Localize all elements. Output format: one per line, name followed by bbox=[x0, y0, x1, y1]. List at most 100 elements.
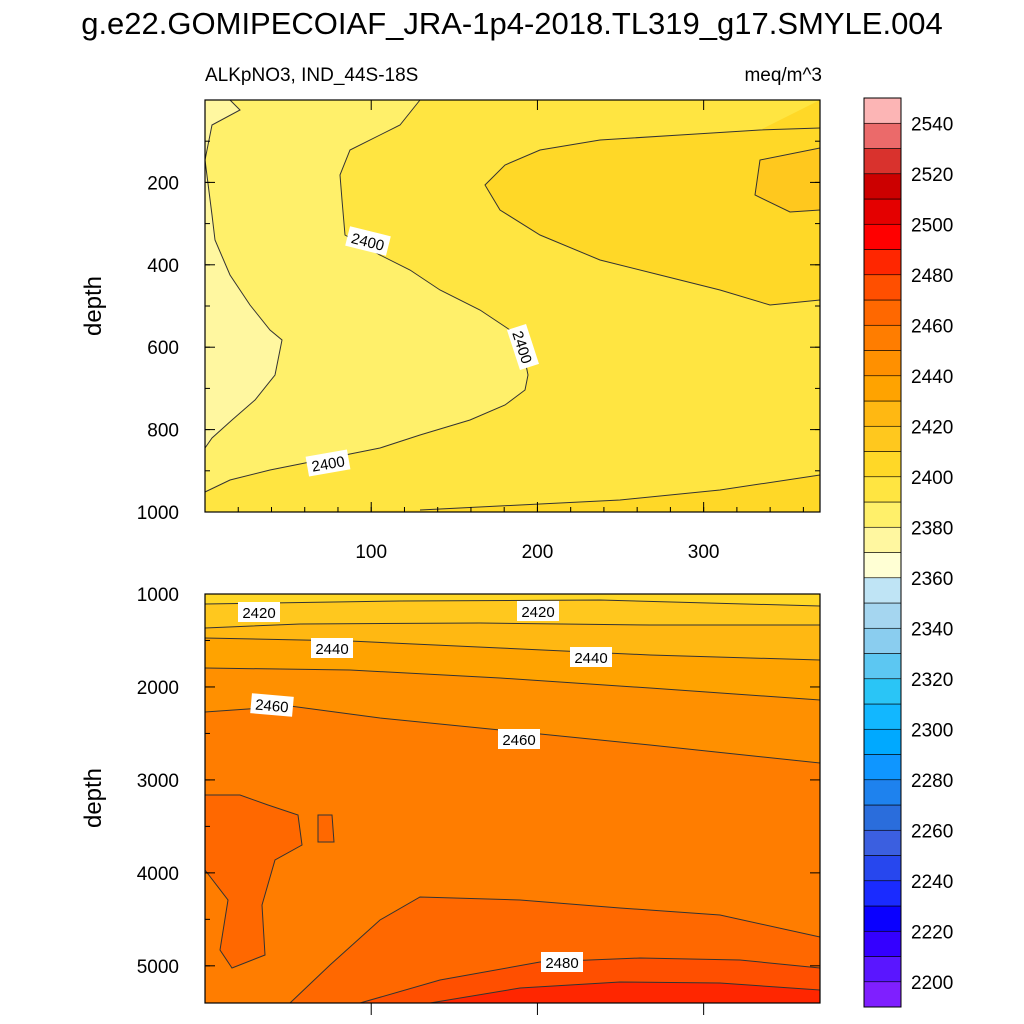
colorbar-label: 2540 bbox=[911, 114, 953, 135]
lower-contour-2430 bbox=[204, 637, 821, 661]
colorbar: 2200 2220 2240 2260 2280 2300 2320 2340 2360 2380… bbox=[863, 97, 953, 1008]
lower-contour-2410 bbox=[204, 599, 821, 607]
contour-label-box bbox=[250, 693, 294, 717]
lower-contour-label: 2480 bbox=[541, 952, 583, 972]
colorbar-swatch bbox=[863, 653, 902, 680]
upper-y-tick-label: 1000 bbox=[137, 503, 179, 524]
colorbar-label: 2360 bbox=[911, 569, 953, 590]
upper-contour-label: 2400 bbox=[345, 226, 391, 256]
contour-label-box bbox=[517, 601, 559, 621]
lower-contour-label: 2460 bbox=[250, 693, 294, 717]
upper-fill-2380 bbox=[205, 100, 282, 448]
colorbar-swatch bbox=[863, 476, 902, 503]
colorbar-swatch bbox=[863, 930, 902, 957]
colorbar-swatch bbox=[863, 981, 902, 1008]
lower-contour-2460-west bbox=[204, 794, 303, 969]
lower-y-tick-label: 1000 bbox=[137, 585, 179, 606]
colorbar-swatch bbox=[863, 173, 902, 200]
colorbar-label: 2420 bbox=[911, 417, 953, 438]
lower-y-tick-label: 3000 bbox=[137, 771, 179, 792]
lower-axes: 1000 2000 3000 4000 5000 bbox=[137, 585, 820, 1015]
chart-units: meq/m^3 bbox=[744, 65, 822, 86]
colorbar-label: 2220 bbox=[911, 922, 953, 943]
lower-contour-2460-deep bbox=[289, 896, 821, 1004]
colorbar-swatch bbox=[863, 324, 902, 351]
contour-label-box bbox=[311, 638, 353, 658]
lower-y-tick-label: 2000 bbox=[137, 678, 179, 699]
colorbar-swatch bbox=[863, 249, 902, 276]
colorbar-swatch bbox=[863, 728, 902, 755]
colorbar-swatch bbox=[863, 956, 902, 983]
lower-y-tick-label: 5000 bbox=[137, 957, 179, 978]
colorbar-swatch bbox=[863, 223, 902, 250]
lower-contour-label: 2440 bbox=[311, 638, 353, 658]
upper-y-tick-label: 600 bbox=[147, 338, 179, 359]
colorbar-swatch bbox=[863, 350, 902, 377]
lower-contour-2460-blob bbox=[317, 814, 335, 843]
lower-contour-lines bbox=[204, 599, 821, 1004]
colorbar-swatch bbox=[863, 905, 902, 932]
upper-contour-2410 bbox=[484, 127, 821, 306]
colorbar-swatch bbox=[863, 274, 902, 301]
colorbar-swatch bbox=[863, 552, 902, 579]
upper-contour-label: 2400 bbox=[305, 449, 351, 477]
contour-label-box bbox=[570, 647, 612, 667]
contour-label-text: 2480 bbox=[545, 955, 578, 972]
contour-label-text: 2460 bbox=[255, 697, 290, 717]
contour-label-box bbox=[541, 952, 583, 972]
lower-fill-2490 bbox=[430, 982, 820, 1003]
colorbar-swatch bbox=[863, 526, 902, 553]
chart-subtitle: ALKpNO3, IND_44S-18S bbox=[205, 65, 418, 86]
colorbar-swatch bbox=[863, 375, 902, 402]
colorbar-swatch bbox=[863, 148, 902, 175]
colorbar-label: 2460 bbox=[911, 316, 953, 337]
colorbar-swatch bbox=[863, 400, 902, 427]
upper-y-tick-label: 200 bbox=[147, 173, 179, 194]
lower-contour-label: 2420 bbox=[238, 602, 280, 622]
colorbar-swatch bbox=[863, 425, 902, 452]
colorbar-frame bbox=[863, 97, 902, 1008]
lower-y-axis-title: depth bbox=[80, 768, 107, 828]
colorbar-swatch bbox=[863, 451, 902, 478]
colorbar-swatch bbox=[863, 627, 902, 654]
contour-label-box bbox=[345, 226, 391, 256]
contour-label-text: 2460 bbox=[502, 732, 535, 749]
colorbar-label: 2480 bbox=[911, 266, 953, 287]
colorbar-label: 2200 bbox=[911, 973, 953, 994]
lower-plot-area bbox=[204, 593, 821, 1004]
colorbar-swatch bbox=[863, 602, 902, 629]
colorbar-label: 2500 bbox=[911, 215, 953, 236]
lower-contour-label: 2440 bbox=[570, 647, 612, 667]
upper-x-tick-label: 100 bbox=[355, 542, 387, 563]
colorbar-label: 2260 bbox=[911, 821, 953, 842]
chart-title: g.e22.GOMIPECOIAF_JRA-1p4-2018.TL319_g17… bbox=[81, 6, 943, 41]
contour-label-box bbox=[305, 449, 351, 477]
colorbar-swatch bbox=[863, 678, 902, 705]
lower-contour-2470 bbox=[359, 957, 821, 1004]
upper-y-tick-label: 400 bbox=[147, 256, 179, 277]
colorbar-label: 2380 bbox=[911, 518, 953, 539]
contour-label-text: 2420 bbox=[242, 605, 275, 622]
upper-fill-2410-deep bbox=[205, 475, 820, 512]
colorbar-label: 2520 bbox=[911, 165, 953, 186]
lower-plot-frame bbox=[204, 593, 821, 1004]
lower-contour-label: 2460 bbox=[498, 729, 540, 749]
colorbar-swatch bbox=[863, 880, 902, 907]
contour-label-text: 2440 bbox=[315, 641, 348, 658]
colorbar-label: 2340 bbox=[911, 619, 953, 640]
colorbar-swatch bbox=[863, 855, 902, 882]
contour-label-text: 2420 bbox=[521, 604, 554, 621]
colorbar-label: 2440 bbox=[911, 367, 953, 388]
lower-contour-2480 bbox=[429, 981, 821, 1004]
upper-contour-2390 bbox=[204, 99, 283, 449]
colorbar-swatch bbox=[863, 754, 902, 781]
lower-panel: 1000 2000 3000 4000 5000 2420 2420 2440 2440 246… bbox=[80, 585, 821, 1015]
upper-y-tick-label: 800 bbox=[147, 421, 179, 442]
colorbar-label: 2300 bbox=[911, 720, 953, 741]
colorbar-swatch bbox=[863, 779, 902, 806]
colorbar-swatch bbox=[863, 804, 902, 831]
contour-label-box bbox=[507, 323, 539, 371]
